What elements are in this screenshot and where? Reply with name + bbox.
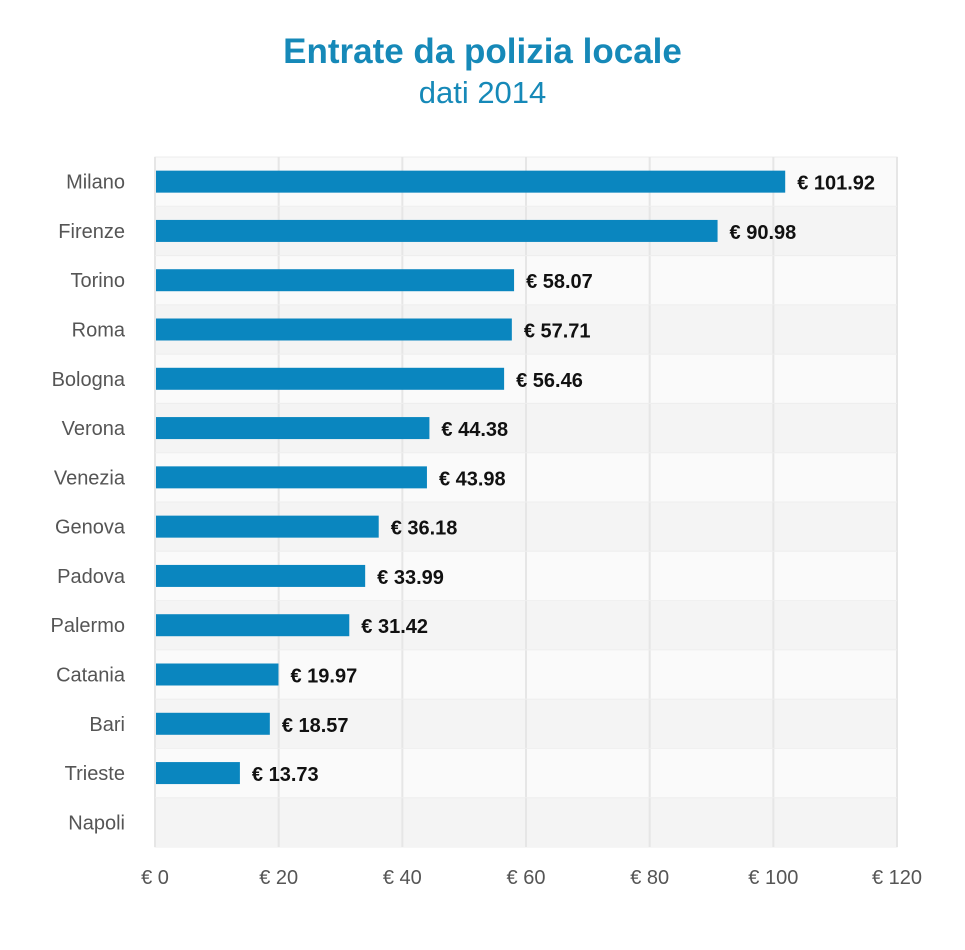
bar[interactable] — [156, 663, 279, 686]
chart-header: Entrate da polizia locale dati 2014 — [0, 30, 965, 112]
x-tick-label: € 100 — [748, 867, 798, 889]
category-label: Trieste — [65, 763, 125, 785]
data-label: € 57.71 — [524, 321, 591, 343]
data-label: € 101.92 — [797, 173, 875, 195]
bar[interactable] — [156, 170, 786, 193]
data-label: € 19.97 — [290, 666, 357, 688]
category-label: Bologna — [52, 369, 126, 391]
x-tick-label: € 20 — [259, 867, 298, 889]
category-label: Roma — [72, 320, 126, 342]
category-label: Firenze — [58, 221, 125, 243]
bar[interactable] — [156, 219, 718, 242]
x-tick-label: € 60 — [507, 867, 546, 889]
data-label: € 56.46 — [516, 370, 583, 392]
category-label: Genova — [55, 517, 126, 539]
chart-title: Entrate da polizia locale — [283, 32, 682, 71]
x-tick-label: € 0 — [141, 867, 169, 889]
bar[interactable] — [156, 367, 505, 390]
category-label: Bari — [89, 714, 125, 736]
bar[interactable] — [156, 466, 427, 489]
category-label: Palermo — [51, 615, 125, 637]
data-label: € 13.73 — [252, 764, 319, 786]
data-label: € 18.57 — [282, 715, 349, 737]
bar[interactable] — [156, 515, 379, 538]
bar[interactable] — [156, 614, 350, 637]
category-label: Venezia — [54, 467, 126, 489]
category-label: Torino — [71, 270, 125, 292]
bar[interactable] — [156, 564, 366, 587]
data-label: € 36.18 — [391, 518, 458, 540]
bar[interactable] — [156, 318, 512, 341]
x-tick-label: € 40 — [383, 867, 422, 889]
data-label: € 33.99 — [377, 567, 444, 589]
category-label: Verona — [62, 418, 126, 440]
bar[interactable] — [156, 762, 240, 785]
x-tick-label: € 120 — [872, 867, 922, 889]
x-tick-label: € 80 — [630, 867, 669, 889]
category-label: Padova — [57, 566, 126, 588]
data-label: € 44.38 — [441, 419, 508, 441]
data-label: € 43.98 — [439, 468, 506, 490]
category-label: Napoli — [68, 812, 125, 834]
chart-subtitle: dati 2014 — [418, 75, 547, 110]
category-label: Catania — [56, 665, 126, 687]
bar[interactable] — [156, 269, 515, 292]
data-label: € 58.07 — [526, 271, 593, 293]
bar[interactable] — [156, 712, 270, 735]
data-label: € 31.42 — [361, 616, 428, 638]
data-label: € 90.98 — [730, 222, 797, 244]
category-label: Milano — [66, 172, 125, 194]
bar[interactable] — [156, 417, 430, 440]
